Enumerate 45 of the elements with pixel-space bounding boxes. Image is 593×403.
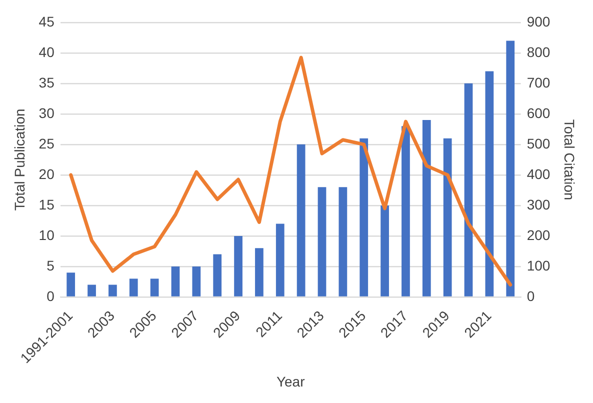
y2-tick-label: 600 <box>526 104 550 121</box>
bar <box>171 266 180 296</box>
bar <box>276 224 284 296</box>
y-axis-title: Total Publication <box>11 108 28 211</box>
bar <box>66 272 76 296</box>
y-tick-label: 40 <box>38 44 55 60</box>
y-tick-label: 35 <box>38 74 55 90</box>
y2-tick-label: 0 <box>526 288 535 304</box>
bar <box>213 254 222 296</box>
y2-tick-label: 500 <box>526 135 550 152</box>
bar <box>296 144 306 296</box>
bar <box>360 138 368 296</box>
bar <box>255 248 264 296</box>
bar <box>506 40 515 296</box>
y2-tick-label: 900 <box>526 13 550 30</box>
bar <box>380 205 389 296</box>
y-tick-label: 0 <box>46 288 55 304</box>
bar <box>88 284 96 296</box>
y-tick-label: 30 <box>38 104 55 121</box>
y-tick-label: 45 <box>38 13 55 30</box>
y2-tick-label: 100 <box>526 257 550 274</box>
y2-tick-label: 700 <box>526 74 550 90</box>
bar <box>234 236 242 296</box>
bar <box>108 284 117 296</box>
y-tick-label: 25 <box>38 135 55 152</box>
bar <box>402 126 410 296</box>
y2-tick-label: 400 <box>526 166 550 182</box>
y2-tick-label: 200 <box>526 226 550 243</box>
bar <box>443 138 452 296</box>
bar <box>464 83 473 296</box>
bar <box>150 278 159 296</box>
y-tick-label: 5 <box>46 257 55 274</box>
bar <box>192 266 201 296</box>
bar <box>129 278 138 296</box>
y2-tick-label: 800 <box>526 44 550 60</box>
y2-axis-title: Total Citation <box>562 119 578 200</box>
bar <box>485 71 494 296</box>
y-tick-label: 15 <box>38 196 55 212</box>
y-tick-label: 10 <box>38 226 55 243</box>
bar <box>318 187 326 296</box>
bar <box>422 120 431 296</box>
bar <box>338 187 348 296</box>
x-axis-title: Year <box>276 373 306 390</box>
y-tick-label: 20 <box>38 166 55 182</box>
y2-tick-label: 300 <box>526 196 550 212</box>
